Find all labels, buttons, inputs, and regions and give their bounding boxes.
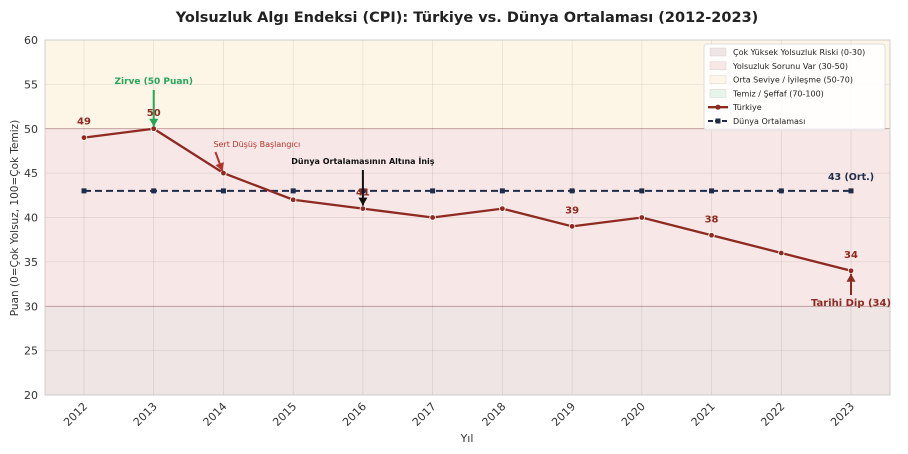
data-label: 34 bbox=[844, 250, 858, 261]
legend-swatch-band-1 bbox=[709, 61, 727, 70]
turkiye-point bbox=[708, 232, 715, 239]
legend: Çok Yüksek Yolsuzluk Riski (0-30) Yolsuzl… bbox=[703, 43, 886, 131]
x-tick-label: 2015 bbox=[270, 400, 299, 429]
annotation-below-average: Dünya Ortalamasının Altına İniş bbox=[291, 156, 434, 166]
world-average-point bbox=[639, 188, 645, 194]
annotation-peak: Zirve (50 Puan) bbox=[114, 77, 193, 87]
turkiye-point bbox=[638, 214, 646, 221]
legend-marker-turkiye bbox=[715, 104, 721, 110]
x-axis-label: Yıl bbox=[460, 432, 474, 445]
x-tick-label: 2014 bbox=[201, 400, 230, 429]
world-average-point bbox=[709, 188, 715, 194]
y-tick-label: 60 bbox=[24, 34, 38, 47]
y-tick-label: 55 bbox=[24, 78, 38, 91]
world-average-point bbox=[220, 188, 226, 194]
y-axis-label: Puan (0=Çok Yolsuz, 100=Çok Temiz) bbox=[9, 120, 21, 317]
x-tick-label: 2017 bbox=[410, 400, 439, 429]
y-tick-label: 30 bbox=[24, 300, 38, 313]
world-average-point bbox=[430, 188, 436, 194]
world-average-point bbox=[569, 188, 575, 194]
annotation-below-average-arrow-head bbox=[358, 197, 368, 206]
x-tick-label: 2022 bbox=[758, 400, 787, 429]
x-tick-label: 2023 bbox=[828, 400, 857, 429]
world-average-point bbox=[499, 188, 505, 194]
series-line-turkiye bbox=[83, 127, 852, 272]
x-tick-label: 2020 bbox=[619, 400, 648, 429]
turkiye-point bbox=[429, 214, 436, 221]
y-tick-label: 40 bbox=[24, 212, 38, 225]
legend-label-band-3: Temiz / Şeffaf (70-100) bbox=[732, 89, 824, 98]
y-tick-label: 50 bbox=[24, 123, 38, 136]
x-tick-label: 2018 bbox=[479, 400, 508, 429]
turkiye-point bbox=[778, 249, 785, 257]
legend-swatch-band-2 bbox=[709, 75, 727, 84]
x-tick-label: 2021 bbox=[689, 400, 718, 429]
plot-frame bbox=[44, 39, 891, 396]
y-tick-label: 45 bbox=[24, 167, 38, 180]
world-average-point bbox=[290, 188, 296, 194]
turkiye-point bbox=[359, 205, 367, 212]
data-label: 43 (Ort.) bbox=[828, 172, 874, 183]
legend-label-band-1: Yolsuzluk Sorunu Var (30-50) bbox=[732, 62, 848, 71]
legend-box bbox=[703, 43, 886, 131]
data-label: 49 bbox=[77, 117, 91, 128]
world-average-point bbox=[778, 188, 784, 194]
turkiye-point bbox=[289, 196, 297, 203]
y-tick-label: 20 bbox=[24, 389, 38, 402]
data-label: 39 bbox=[565, 205, 579, 216]
x-tick-label: 2019 bbox=[549, 400, 578, 429]
x-tick-label: 2016 bbox=[340, 400, 369, 429]
y-tick-label: 35 bbox=[24, 256, 38, 269]
legend-label-series-1: Dünya Ortalaması bbox=[733, 117, 805, 126]
world-average-point bbox=[151, 188, 157, 194]
turkiye-point bbox=[568, 223, 576, 230]
legend-swatch-band-3 bbox=[709, 89, 727, 98]
world-average-point bbox=[81, 188, 87, 194]
band-0 bbox=[45, 306, 890, 395]
turkiye-point bbox=[220, 169, 227, 177]
band-1 bbox=[45, 128, 890, 307]
annotations: Zirve (50 Puan) Sert Düşüş Başlangıcı Düny… bbox=[114, 77, 891, 309]
annotation-peak-arrow-head bbox=[149, 118, 159, 127]
y-tick-label: 25 bbox=[24, 345, 38, 358]
chart-title: Yolsuzluk Algı Endeksi (CPI): Türkiye vs… bbox=[175, 10, 759, 26]
annotation-sharp-drop-arrow-head bbox=[215, 162, 224, 172]
legend-label-band-0: Çok Yüksek Yolsuzluk Riski (0-30) bbox=[733, 48, 865, 57]
series bbox=[80, 125, 855, 274]
annotation-sharp-drop: Sert Düşüş Başlangıcı bbox=[213, 140, 300, 149]
turkiye-point bbox=[150, 125, 157, 132]
legend-label-series-0: Türkiye bbox=[732, 103, 762, 112]
turkiye-point bbox=[847, 267, 855, 274]
legend-label-band-2: Orta Seviye / İyileşme (50-70) bbox=[733, 75, 853, 85]
data-label: 38 bbox=[705, 214, 719, 225]
x-tick-label: 2013 bbox=[131, 400, 160, 429]
annotation-historic-low: Tarihi Dip (34) bbox=[811, 298, 891, 309]
world-average-point bbox=[848, 188, 854, 194]
legend-marker-world-average bbox=[715, 118, 721, 124]
turkiye-point bbox=[499, 205, 506, 212]
turkiye-point bbox=[80, 134, 88, 141]
annotation-historic-low-arrow-head bbox=[846, 273, 856, 282]
legend-swatch-band-0 bbox=[709, 47, 727, 57]
x-tick-label: 2012 bbox=[61, 400, 90, 429]
